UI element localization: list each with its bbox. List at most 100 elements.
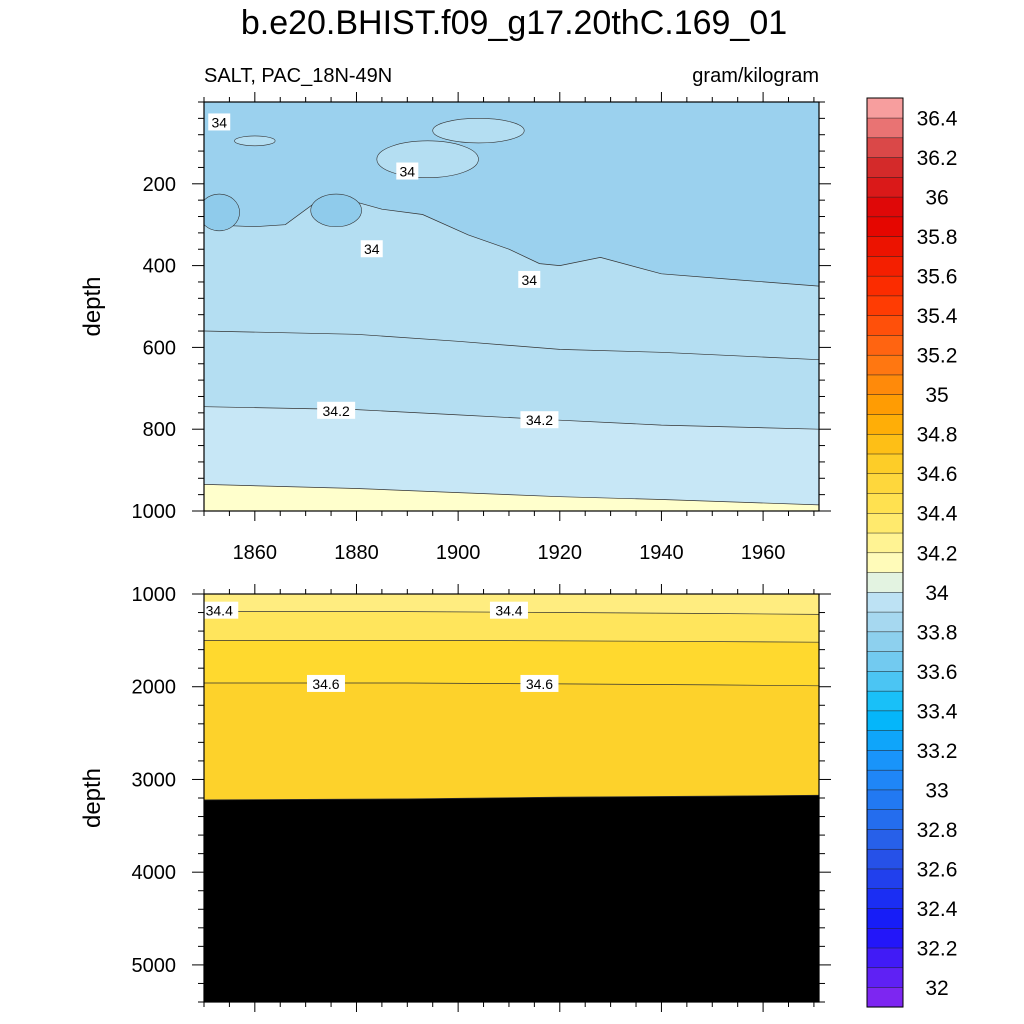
colorbar-swatch: [866, 927, 904, 949]
colorbar-swatch: [866, 157, 904, 178]
colorbar-swatch: [866, 749, 904, 771]
plot-frame: [203, 101, 820, 512]
y-axis-label: depth: [79, 768, 106, 828]
colorbar-label: 33.2: [917, 740, 958, 763]
contour-line: [204, 640, 819, 643]
colorbar-swatch: [866, 97, 904, 119]
colorbar-swatch: [866, 690, 904, 712]
colorbar-swatch: [866, 236, 904, 257]
colorbar-swatch: [866, 315, 904, 336]
colorbar-swatch: [866, 275, 904, 297]
x-tick-label: 1880: [334, 542, 379, 564]
colorbar-label: 33.8: [917, 621, 958, 644]
colorbar-label: 35.8: [917, 226, 958, 249]
colorbar-label: 36: [925, 187, 948, 210]
contour-label: 34.6: [312, 676, 339, 692]
colorbar-swatch: [866, 828, 904, 850]
colorbar-frame: [866, 97, 904, 1008]
colorbar-swatch: [866, 710, 904, 731]
contour-pocket: [376, 140, 479, 178]
colorbar-label: 34.8: [917, 424, 958, 447]
contour-label: 34.4: [495, 603, 522, 619]
colorbar-swatch: [866, 354, 904, 376]
variable-label: SALT, PAC_18N-49N: [204, 65, 392, 87]
contour-label-bg: [520, 411, 559, 429]
colorbar-swatch: [866, 473, 904, 494]
contour-label: 34: [522, 272, 538, 288]
contour-label: 34.6: [526, 676, 553, 692]
colorbar-swatch: [866, 176, 904, 198]
colorbar-swatch: [866, 670, 904, 692]
y-tick-label: 3000: [132, 769, 177, 791]
x-tick-label: 1920: [538, 542, 583, 564]
contour-pocket: [234, 135, 276, 147]
y-tick-label: 2000: [132, 677, 177, 699]
contour-pocket: [204, 193, 240, 232]
y-tick-label: 200: [143, 174, 176, 196]
colorbar-swatch: [866, 413, 904, 435]
colorbar-swatch: [866, 374, 904, 395]
colorbar-label: 34.6: [917, 463, 958, 486]
x-tick-label: 1940: [639, 542, 684, 564]
y-tick-label: 4000: [132, 862, 177, 884]
contour-label: 34: [364, 241, 380, 257]
colorbar-swatch: [866, 137, 904, 158]
colorbar-swatch: [866, 572, 904, 593]
lower-panel: 34.4 34.4 34.6 34.6 1000 2000 3000 4000 5000 dept…: [79, 584, 831, 1012]
colorbar-swatch: [866, 591, 904, 613]
contour-label: 34.2: [323, 403, 350, 419]
y-tick-label: 1000: [132, 501, 177, 523]
y-tick-label: 400: [143, 256, 176, 278]
contour-line: [204, 484, 819, 506]
y-tick-label: 800: [143, 419, 176, 441]
colorbar-swatch: [866, 216, 904, 237]
colorbar-swatch: [866, 552, 904, 573]
contour-label: 34.2: [526, 412, 553, 428]
contour-label: 34: [211, 114, 227, 130]
colorbar-label: 32.2: [917, 937, 958, 960]
colorbar-label: 33.6: [917, 661, 958, 684]
contour-label-bg: [360, 240, 383, 258]
colorbar-swatch: [866, 967, 904, 988]
colorbar-swatch: [866, 334, 904, 356]
contour-label: 34.4: [206, 603, 233, 619]
contour-label-bg: [317, 401, 356, 419]
colorbar-label: 34.2: [917, 542, 958, 565]
colorbar-swatch: [866, 947, 904, 969]
contour-fill-34.8: [204, 795, 819, 1002]
colorbar-swatch: [866, 196, 904, 218]
colorbar-label: 33: [925, 779, 948, 802]
colorbar-swatch: [866, 492, 904, 514]
colorbar-swatch: [866, 907, 904, 929]
contour-line: [204, 794, 819, 801]
x-tick-label: 1960: [741, 542, 786, 564]
colorbar-label: 35: [925, 384, 948, 407]
colorbar-swatch: [866, 611, 904, 633]
contour-label-bg: [489, 601, 528, 619]
colorbar-swatch: [866, 651, 904, 672]
colorbar-swatch: [866, 512, 904, 534]
contour-pocket: [432, 118, 525, 144]
contour-line-34: [204, 198, 819, 287]
contour-label-bg: [396, 162, 419, 180]
colorbar-swatch: [866, 453, 904, 475]
contour-pocket: [310, 193, 362, 228]
colorbar-swatch: [866, 769, 904, 791]
colorbar-label: 35.6: [917, 266, 958, 289]
contour-label-bg: [208, 113, 231, 131]
colorbar-swatch: [866, 848, 904, 870]
contour-label-bg: [200, 601, 239, 619]
y-axis-label: depth: [79, 276, 106, 336]
y-tick-label: 1000: [132, 584, 177, 606]
colorbar-label: 32: [925, 977, 948, 1000]
contour-label: 34: [400, 164, 416, 180]
colorbar-swatch: [866, 631, 904, 652]
contour-label-bg: [518, 270, 541, 288]
colorbar-label: 32.4: [917, 898, 958, 921]
x-tick-label: 1900: [436, 542, 481, 564]
colorbar: 36.4 36.2 36 35.8 35.6 35.4 35.2 35 34.8 34.6 34.4…: [866, 97, 958, 1008]
colorbar-swatch: [866, 730, 904, 751]
colorbar-label: 33.4: [917, 700, 958, 723]
colorbar-label: 36.4: [917, 108, 958, 131]
